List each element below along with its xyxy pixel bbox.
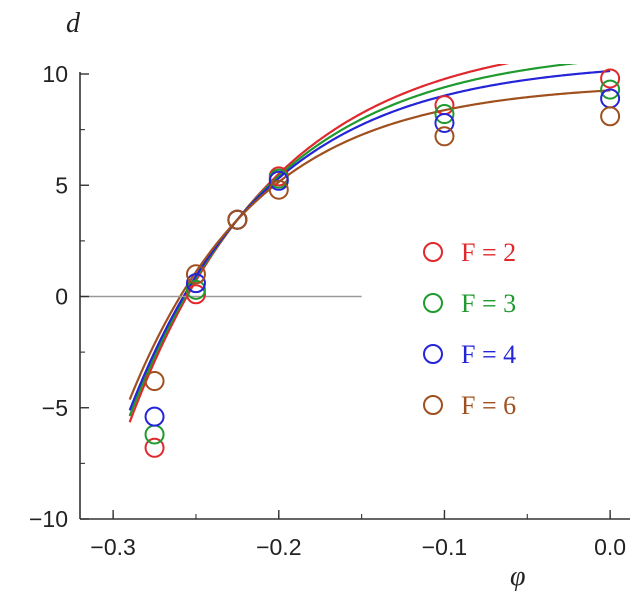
legend-label: F = 6 <box>461 391 516 420</box>
data-point <box>144 406 165 427</box>
fitted-curve <box>128 69 611 411</box>
y-tick-label: −10 <box>29 506 68 532</box>
y-tick-label: −5 <box>42 395 68 421</box>
plot-area <box>80 64 621 458</box>
data-point <box>185 279 206 300</box>
data-point <box>144 424 165 445</box>
x-tick-label: −0.1 <box>422 534 467 560</box>
data-point <box>185 264 206 285</box>
axes: −0.3 −0.2 −0.1 0.0 10 5 0 −5 −10 <box>29 61 630 560</box>
data-point <box>600 68 621 89</box>
legend-label: F = 3 <box>461 289 516 318</box>
fitted-curve <box>128 64 510 423</box>
legend-label: F = 2 <box>461 238 516 267</box>
data-point <box>268 179 289 200</box>
data-point <box>185 273 206 294</box>
data-point <box>227 209 248 230</box>
x-tick-label: 0.0 <box>594 534 626 560</box>
data-point <box>600 79 621 100</box>
x-tick-label: −0.2 <box>256 534 301 560</box>
data-point <box>600 106 621 127</box>
data-point <box>185 284 206 305</box>
legend-marker <box>423 242 443 262</box>
data-point <box>268 170 289 191</box>
x-tick-label: −0.3 <box>90 534 135 560</box>
legend-label: F = 4 <box>461 340 516 369</box>
data-point <box>434 126 455 147</box>
x-axis-ticks: −0.3 −0.2 −0.1 0.0 <box>90 510 626 560</box>
data-point <box>434 104 455 125</box>
fitted-curve <box>128 64 578 417</box>
legend-marker <box>423 395 443 415</box>
legend: F = 2 F = 3 F = 4 F = 6 <box>423 238 516 420</box>
y-tick-label: 5 <box>55 172 68 198</box>
y-axis-title: d <box>66 8 81 39</box>
y-tick-label: 10 <box>42 61 68 87</box>
fitted-curves <box>128 64 611 423</box>
y-axis-ticks: 10 5 0 −5 −10 <box>29 61 89 532</box>
data-point <box>144 371 165 392</box>
y-tick-label: 0 <box>55 284 68 310</box>
legend-marker <box>423 344 443 364</box>
fitted-curve <box>128 89 611 400</box>
data-point <box>144 437 165 458</box>
data-point <box>434 112 455 133</box>
legend-marker <box>423 293 443 313</box>
x-axis-title: φ <box>510 561 526 592</box>
data-markers <box>144 68 621 458</box>
